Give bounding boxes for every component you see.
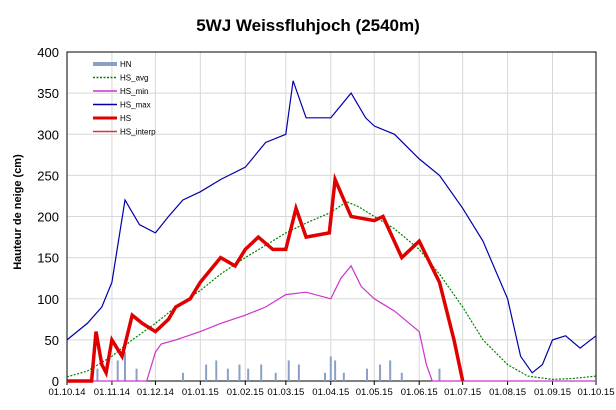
- x-tick-label: 01.07.15: [444, 387, 481, 398]
- legend-label: HS_avg: [120, 74, 148, 83]
- legend-label: HS_min: [120, 87, 148, 96]
- hn-bar: [260, 364, 263, 381]
- x-tick-label: 01.12.14: [137, 387, 174, 398]
- hn-bar: [226, 368, 229, 381]
- hn-bar: [135, 368, 138, 381]
- hn-bar: [323, 372, 326, 381]
- series-line-hs: [67, 172, 465, 383]
- y-tick-label: 400: [37, 45, 59, 60]
- x-tick-label: 01.09.15: [534, 387, 571, 398]
- x-tick-label: 01.11.14: [94, 387, 130, 398]
- hn-bar: [400, 372, 403, 381]
- y-tick-label: 250: [37, 168, 59, 183]
- hn-bar: [123, 352, 126, 381]
- x-tick-label: 01.08.15: [489, 387, 526, 398]
- y-tick-label: 150: [37, 251, 59, 266]
- hn-bar: [274, 372, 277, 381]
- hn-bar: [247, 368, 250, 381]
- hn-bar: [215, 360, 218, 381]
- x-tick-label: 01.10.15: [578, 387, 615, 398]
- hn-bar: [379, 364, 382, 381]
- legend-label: HS_max: [120, 101, 151, 110]
- hn-bar: [297, 364, 300, 381]
- y-tick-label: 0: [52, 374, 59, 389]
- legend-label: HS_interp: [120, 128, 156, 137]
- chart-title: 5WJ Weissfluhjoch (2540m): [196, 16, 420, 35]
- series-line-hs-min: [67, 264, 596, 382]
- x-tick-label: 01.03.15: [267, 387, 304, 398]
- hn-bar: [96, 368, 99, 381]
- series-line-hs-avg: [66, 201, 597, 381]
- y-tick-label: 350: [37, 86, 59, 101]
- legend-label: HS: [120, 114, 131, 123]
- hn-bar: [438, 368, 441, 381]
- x-tick-label: 01.02.15: [227, 387, 264, 398]
- y-tick-label: 300: [37, 127, 59, 142]
- hn-bar: [329, 356, 332, 381]
- x-tick-label: 01.06.15: [401, 387, 438, 398]
- hn-bar: [287, 360, 290, 381]
- x-tick-label: 01.04.15: [312, 387, 349, 398]
- y-tick-label: 200: [37, 210, 59, 225]
- hn-bar: [334, 360, 337, 381]
- hn-bar: [181, 372, 184, 381]
- hn-bar: [366, 368, 369, 381]
- series-line-hs-max: [66, 80, 597, 374]
- legend-label: HN: [120, 60, 132, 69]
- x-tick-label: 01.05.15: [356, 387, 393, 398]
- y-tick-label: 50: [45, 333, 59, 348]
- hn-bar: [205, 364, 208, 381]
- hn-bar: [116, 360, 119, 381]
- hn-bar: [238, 364, 241, 381]
- x-tick-label: 01.01.15: [182, 387, 219, 398]
- hn-bar: [342, 372, 345, 381]
- hn-bar: [389, 360, 392, 381]
- x-tick-label: 01.10.14: [49, 387, 86, 398]
- y-tick-label: 100: [37, 292, 59, 307]
